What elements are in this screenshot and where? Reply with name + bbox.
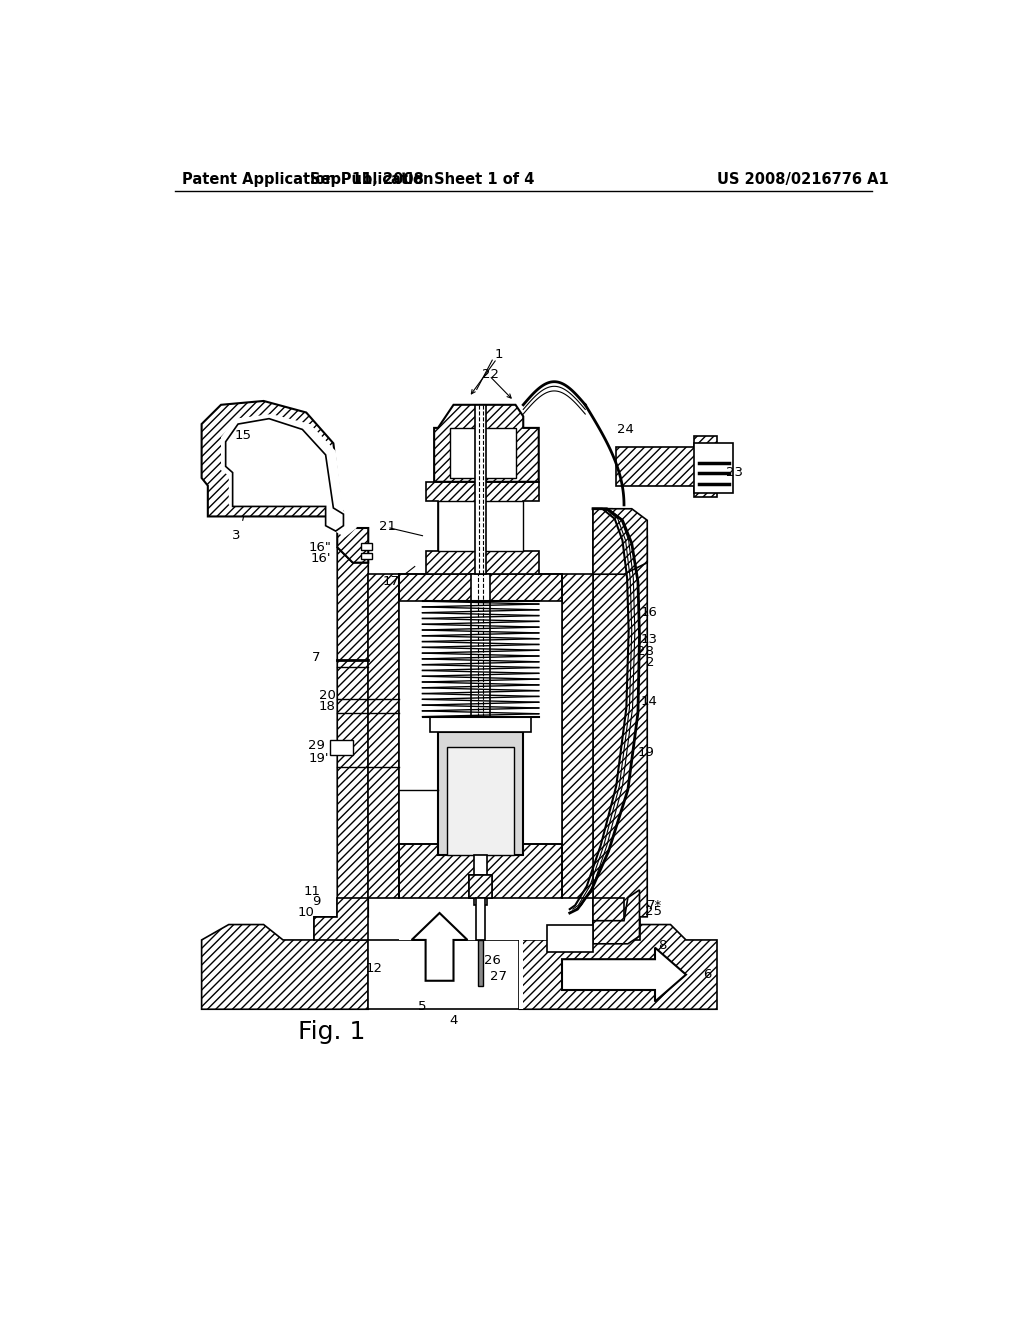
Text: 17: 17 — [383, 576, 400, 589]
Text: 4: 4 — [450, 1014, 458, 1027]
Text: 14: 14 — [640, 694, 657, 708]
Polygon shape — [202, 401, 369, 562]
Text: 16': 16' — [310, 552, 331, 565]
Text: Sep. 11, 2008  Sheet 1 of 4: Sep. 11, 2008 Sheet 1 of 4 — [310, 173, 535, 187]
Polygon shape — [399, 843, 562, 898]
Bar — [450, 428, 515, 478]
Polygon shape — [337, 548, 369, 917]
Polygon shape — [593, 508, 647, 574]
Polygon shape — [434, 405, 539, 482]
Bar — [438, 733, 523, 855]
Bar — [474, 855, 486, 906]
Text: 2: 2 — [646, 656, 654, 669]
Text: 16": 16" — [308, 541, 331, 554]
Text: 12: 12 — [366, 962, 383, 975]
Text: 28: 28 — [637, 644, 654, 657]
Polygon shape — [593, 508, 647, 940]
Bar — [469, 874, 493, 898]
Text: 5: 5 — [418, 1001, 427, 1014]
Text: 11: 11 — [303, 884, 321, 898]
Text: 21: 21 — [379, 520, 396, 533]
Text: 10: 10 — [297, 907, 314, 920]
Polygon shape — [314, 898, 369, 940]
Bar — [447, 747, 514, 855]
Text: US 2008/0216776 A1: US 2008/0216776 A1 — [717, 173, 889, 187]
Text: 20: 20 — [318, 689, 336, 702]
Text: 9: 9 — [312, 895, 321, 908]
Text: 25: 25 — [645, 906, 662, 917]
Text: Patent Application Publication: Patent Application Publication — [182, 173, 434, 187]
Polygon shape — [221, 414, 356, 537]
Bar — [547, 924, 593, 952]
Bar — [399, 574, 562, 601]
Bar — [430, 717, 531, 733]
Polygon shape — [412, 913, 467, 981]
Text: 16: 16 — [640, 606, 657, 619]
Polygon shape — [202, 917, 369, 1010]
Text: 27: 27 — [489, 970, 507, 982]
Text: 15: 15 — [234, 429, 251, 442]
Bar — [360, 544, 372, 549]
Bar — [330, 739, 352, 755]
Bar — [438, 502, 523, 552]
Polygon shape — [426, 482, 539, 574]
Text: 8: 8 — [658, 939, 667, 952]
Bar — [469, 874, 493, 898]
Text: 3: 3 — [232, 529, 241, 543]
Polygon shape — [225, 418, 343, 531]
Text: 22: 22 — [482, 367, 500, 380]
Bar — [478, 940, 483, 986]
Text: 1: 1 — [495, 348, 503, 362]
Text: 19: 19 — [637, 746, 654, 759]
Polygon shape — [562, 948, 686, 1002]
Polygon shape — [369, 574, 399, 898]
Bar — [369, 940, 519, 1010]
Polygon shape — [616, 436, 717, 498]
Bar — [476, 898, 485, 940]
Polygon shape — [519, 924, 717, 1010]
Text: 23: 23 — [726, 466, 742, 479]
Text: 26: 26 — [483, 954, 501, 968]
Bar — [471, 574, 489, 717]
Text: 24: 24 — [617, 422, 634, 436]
Text: 7: 7 — [311, 651, 321, 664]
Bar — [475, 405, 486, 574]
Text: 6: 6 — [703, 968, 712, 981]
Polygon shape — [593, 898, 640, 940]
Text: 19': 19' — [309, 752, 330, 766]
Text: 13: 13 — [640, 634, 657, 647]
Text: 18: 18 — [318, 700, 336, 713]
Bar — [399, 574, 562, 940]
Polygon shape — [593, 890, 640, 944]
Bar — [519, 940, 523, 1010]
Text: 29: 29 — [308, 739, 325, 751]
Bar — [360, 553, 372, 558]
Polygon shape — [562, 574, 593, 898]
Text: Fig. 1: Fig. 1 — [299, 1020, 366, 1044]
Bar — [693, 444, 732, 494]
Text: 7*: 7* — [647, 899, 663, 912]
